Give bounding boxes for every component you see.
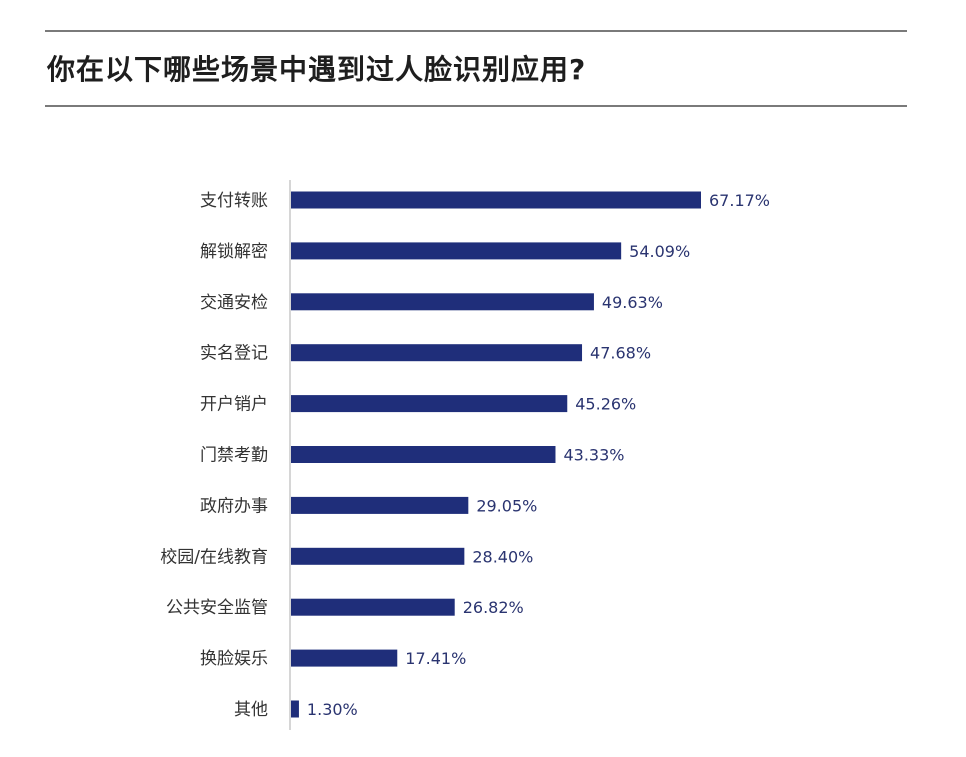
value-label: 29.05% [476,496,537,515]
bar [291,700,299,718]
top-rule [45,30,907,32]
category-label: 门禁考勤 [200,446,268,466]
category-label: 支付转账 [200,191,268,211]
category-label: 公共安全监管 [166,598,268,618]
category-label: 换脸娱乐 [200,649,268,669]
category-label: 交通安检 [200,293,268,313]
bar [291,496,469,514]
value-label: 43.33% [563,446,624,465]
bar [291,242,622,260]
value-label: 47.68% [590,344,651,363]
bar [291,344,583,362]
category-label: 解锁解密 [200,242,268,262]
value-label: 45.26% [575,395,636,414]
value-label: 1.30% [307,700,358,719]
bar [291,446,556,463]
value-label: 17.41% [405,649,466,668]
bar [291,598,455,616]
category-label: 校园/在线教育 [160,547,268,567]
bar [291,547,465,565]
bar [291,191,701,209]
category-label: 实名登记 [200,344,268,364]
value-label: 26.82% [463,598,524,617]
bar [291,649,398,667]
bar [291,293,594,311]
value-label: 49.63% [602,293,663,312]
value-label: 54.09% [629,242,690,261]
bar [291,395,568,413]
value-label: 67.17% [709,191,770,210]
title-underline-rule [45,105,907,107]
chart-title: 你在以下哪些场景中遇到过人脸识别应用? [47,53,587,86]
category-label: 政府办事 [200,496,268,516]
value-label: 28.40% [472,547,533,566]
category-label: 其他 [234,700,268,720]
category-label: 开户销户 [200,395,268,415]
